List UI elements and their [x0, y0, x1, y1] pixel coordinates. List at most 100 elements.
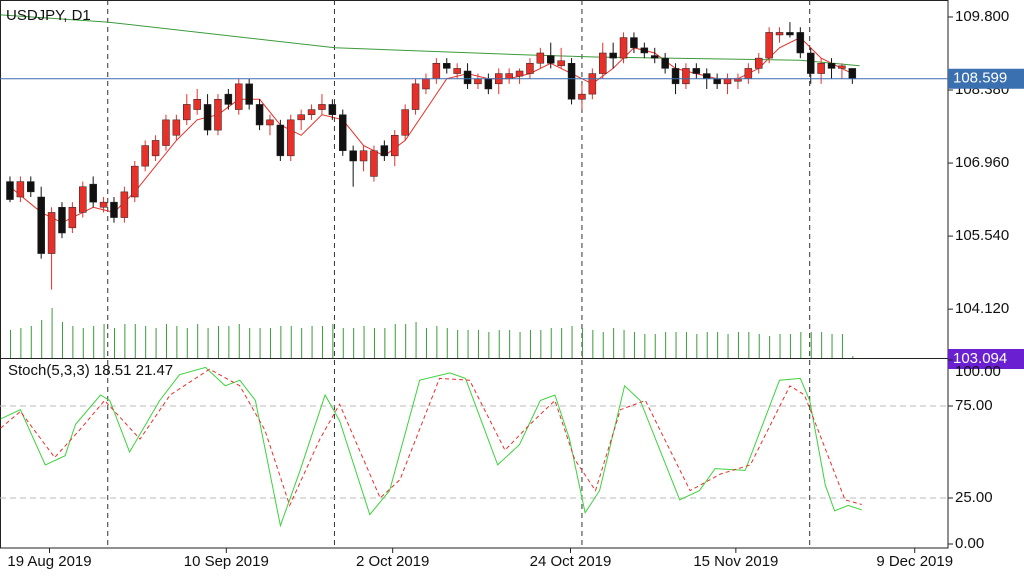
candle-body [848, 68, 857, 79]
candle-body [443, 63, 451, 69]
candle-body [183, 104, 191, 121]
stochastic-line [0, 368, 862, 507]
candle-body [505, 73, 513, 79]
candle-body [775, 32, 784, 36]
bottom-price-box [948, 349, 1024, 369]
candle-body [806, 52, 815, 74]
candle-body [671, 68, 680, 85]
candle-body [401, 109, 409, 136]
candle-body [193, 99, 201, 110]
candle-body [27, 181, 35, 193]
candle-body [598, 52, 607, 74]
y-tick-label: 106.960 [955, 154, 1009, 171]
current-price-label: 108.599 [953, 70, 1007, 87]
candle-body [307, 109, 316, 115]
candle-body [546, 55, 555, 64]
candle-body [328, 104, 337, 115]
candle-body [224, 93, 233, 105]
candle-body [713, 78, 721, 85]
bottom-price-label: 103.094 [953, 350, 1007, 367]
candle-body [786, 32, 794, 36]
y-tick-label: 109.800 [955, 8, 1009, 25]
candle-body [515, 70, 524, 77]
candle-body [817, 63, 825, 74]
candle-body [640, 47, 649, 54]
candle-body [692, 68, 701, 74]
candle-body [318, 104, 326, 110]
x-tick-label: 15 Nov 2019 [693, 553, 778, 570]
candle-body [432, 63, 441, 79]
x-tick-label: 10 Sep 2019 [184, 553, 269, 570]
candle-body [89, 183, 97, 203]
candle-body [578, 93, 586, 100]
candle-body [754, 57, 763, 69]
stochastic-line [0, 366, 862, 528]
candle-body [380, 145, 389, 157]
chart-title: USDJPY, D1 [6, 7, 91, 24]
candle-body [827, 63, 836, 69]
candle-body [411, 83, 420, 110]
candle-body [765, 32, 773, 59]
candle-body [682, 68, 690, 85]
candle-body [255, 104, 264, 126]
candle-body [463, 70, 472, 85]
y-tick-label: 100.00 [955, 363, 1001, 380]
y-tick-label: 0.00 [955, 535, 984, 552]
candle-body [287, 119, 295, 157]
indicator-legend: Stoch(5,3,3) 18.51 21.47 [8, 362, 173, 379]
candle-body [37, 196, 45, 254]
candle-body [131, 165, 139, 198]
candle-body [151, 140, 160, 157]
candle-body [536, 52, 545, 64]
candle-body [796, 32, 805, 54]
candle-body [619, 37, 628, 59]
candle-body [68, 207, 77, 229]
candle-body [702, 73, 711, 79]
candle-body [245, 83, 253, 105]
indicator-value: 21.47 [136, 362, 174, 379]
candle-body [162, 119, 170, 146]
candle-body [266, 119, 274, 126]
moving-average [0, 14, 860, 67]
candle-body [484, 78, 493, 90]
candle-body [120, 191, 129, 218]
frame [0, 0, 949, 549]
candle-body [474, 78, 482, 85]
candle-body [588, 73, 597, 95]
candle-body [453, 68, 461, 74]
x-tick-label: 24 Oct 2019 [530, 553, 612, 570]
candle-body [235, 83, 243, 110]
candle-body [339, 114, 347, 151]
candle-body [838, 65, 846, 69]
candle-body [58, 207, 66, 234]
candle-body [47, 212, 56, 254]
candle-body [6, 181, 14, 200]
candle-body [297, 114, 305, 121]
candle-body [99, 201, 108, 208]
candle-body [276, 124, 285, 157]
candle-body [79, 186, 87, 213]
y-tick-label: 75.00 [955, 397, 993, 414]
x-tick-label: 9 Dec 2019 [876, 553, 953, 570]
y-tick-label: 105.540 [955, 227, 1009, 244]
candle-body [214, 99, 222, 131]
candle-body [557, 60, 565, 67]
candle-body [141, 145, 149, 167]
candle-body [203, 104, 212, 131]
candle-body [609, 52, 617, 59]
candle-body [391, 135, 399, 157]
candle-body [723, 78, 732, 85]
candle-body [359, 150, 368, 162]
x-tick-label: 2 Oct 2019 [356, 553, 429, 570]
candle-body [744, 68, 753, 79]
y-tick-label: 25.00 [955, 489, 993, 506]
candle-body [110, 201, 118, 218]
current-price-box [948, 68, 1024, 89]
candle-body [526, 63, 534, 74]
x-tick-label: 19 Aug 2019 [7, 553, 91, 570]
y-tick-label: 104.120 [955, 300, 1009, 317]
candle-body [370, 150, 378, 177]
candle-body [16, 181, 25, 198]
